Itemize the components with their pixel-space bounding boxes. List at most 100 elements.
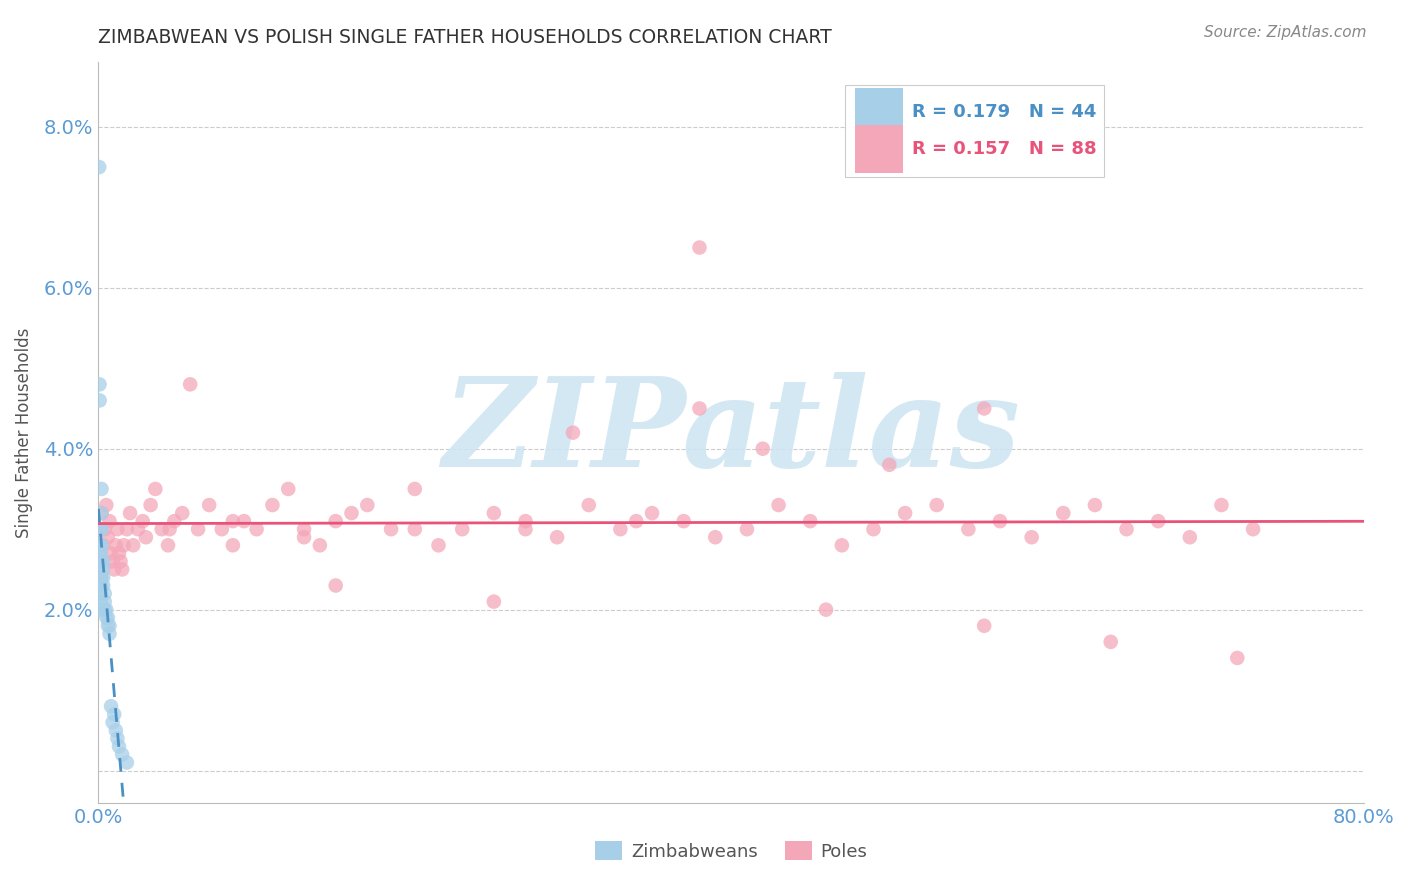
Point [112, 538, 135, 552]
Point [179, 377, 201, 392]
Point [93, 522, 117, 536]
Point [1241, 522, 1264, 536]
Point [325, 514, 347, 528]
Point [325, 578, 347, 592]
Point [89, 522, 111, 536]
Legend: Zimbabweans, Poles: Zimbabweans, Poles [588, 834, 875, 868]
Point [104, 723, 127, 738]
Point [277, 482, 299, 496]
Point [451, 522, 474, 536]
Point [831, 538, 853, 552]
Point [90, 594, 112, 608]
Point [132, 514, 155, 528]
Point [89, 538, 111, 552]
Point [98, 619, 121, 633]
FancyBboxPatch shape [845, 85, 1104, 178]
Point [101, 554, 124, 568]
Point [1021, 530, 1043, 544]
Point [340, 506, 363, 520]
Text: ZIMBABWEAN VS POLISH SINGLE FATHER HOUSEHOLDS CORRELATION CHART: ZIMBABWEAN VS POLISH SINGLE FATHER HOUSE… [98, 28, 832, 47]
Point [672, 514, 695, 528]
Point [103, 562, 125, 576]
Point [97, 610, 120, 624]
Point [198, 498, 221, 512]
Point [93, 594, 117, 608]
Point [89, 538, 111, 552]
Point [211, 522, 233, 536]
Point [1178, 530, 1201, 544]
Point [89, 570, 111, 584]
Point [97, 619, 120, 633]
Point [91, 570, 114, 584]
Point [101, 715, 124, 730]
Point [688, 240, 710, 255]
Point [150, 522, 173, 536]
Point [624, 514, 647, 528]
Point [751, 442, 773, 456]
FancyBboxPatch shape [855, 88, 903, 136]
Text: ZIPatlas: ZIPatlas [441, 372, 1021, 493]
Point [115, 522, 138, 536]
FancyBboxPatch shape [855, 125, 903, 173]
Point [1099, 635, 1122, 649]
Point [115, 756, 138, 770]
Point [90, 602, 112, 616]
Point [111, 747, 134, 762]
Point [1052, 506, 1074, 520]
Point [735, 522, 758, 536]
Point [404, 482, 426, 496]
Point [108, 546, 131, 560]
Point [98, 514, 121, 528]
Point [356, 498, 378, 512]
Point [688, 401, 710, 416]
Point [139, 498, 162, 512]
Point [1084, 498, 1107, 512]
Point [90, 522, 112, 536]
Point [894, 506, 917, 520]
Y-axis label: Single Father Households: Single Father Households [15, 327, 32, 538]
Point [111, 562, 134, 576]
Point [90, 570, 112, 584]
Point [104, 538, 127, 552]
Point [1115, 522, 1137, 536]
Point [145, 482, 166, 496]
Point [262, 498, 284, 512]
Point [172, 506, 194, 520]
Point [561, 425, 585, 440]
Point [122, 538, 145, 552]
Point [973, 401, 995, 416]
Point [877, 458, 900, 472]
Point [973, 619, 995, 633]
Point [90, 570, 112, 584]
Point [404, 522, 426, 536]
Point [107, 522, 129, 536]
Point [641, 506, 664, 520]
Point [159, 522, 181, 536]
Point [925, 498, 948, 512]
Point [380, 522, 402, 536]
Point [163, 514, 186, 528]
Point [89, 393, 111, 408]
Point [91, 554, 114, 568]
Point [546, 530, 568, 544]
Point [578, 498, 600, 512]
Point [233, 514, 256, 528]
Point [515, 514, 537, 528]
Text: Source: ZipAtlas.com: Source: ZipAtlas.com [1204, 25, 1367, 40]
Point [89, 562, 111, 576]
Point [96, 602, 118, 616]
Point [93, 586, 117, 600]
Point [309, 538, 332, 552]
Point [292, 530, 315, 544]
Point [988, 514, 1011, 528]
Point [108, 739, 131, 754]
Point [90, 586, 112, 600]
Point [187, 522, 209, 536]
Point [91, 578, 114, 592]
Point [427, 538, 450, 552]
Text: R = 0.179   N = 44: R = 0.179 N = 44 [912, 103, 1097, 121]
Point [246, 522, 269, 536]
Point [91, 538, 114, 552]
Point [96, 610, 118, 624]
Point [768, 498, 790, 512]
